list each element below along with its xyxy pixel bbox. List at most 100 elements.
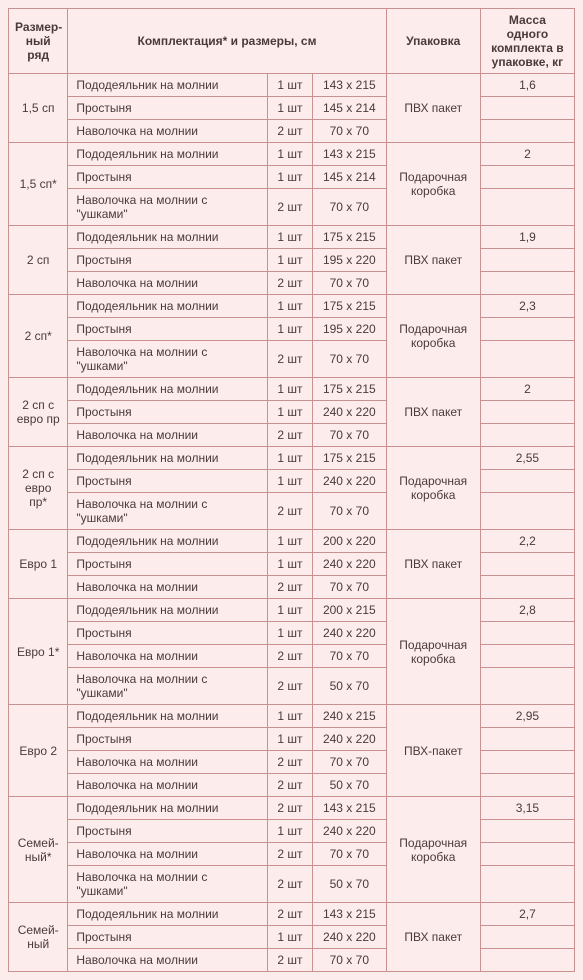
table-row: 2 спПододеяльник на молнии1 шт175 x 215П…: [9, 226, 575, 249]
mass-cell: 2,8: [480, 599, 574, 622]
qty-cell: 2 шт: [267, 424, 312, 447]
qty-cell: 2 шт: [267, 341, 312, 378]
size-cell: 2 сп*: [9, 295, 68, 378]
table-row: Простыня1 шт240 x 220: [9, 553, 575, 576]
qty-cell: 2 шт: [267, 843, 312, 866]
qty-cell: 1 шт: [267, 599, 312, 622]
packaging-cell: ПВХ пакет: [386, 903, 480, 972]
dim-cell: 200 x 220: [312, 530, 386, 553]
size-cell: Евро 2: [9, 705, 68, 797]
size-cell: 2 сп с евро пр: [9, 378, 68, 447]
size-cell: Семей-ный: [9, 903, 68, 972]
mass-cell: [480, 820, 574, 843]
mass-cell: 2,95: [480, 705, 574, 728]
item-cell: Пододеяльник на молнии: [68, 74, 268, 97]
qty-cell: 2 шт: [267, 866, 312, 903]
packaging-cell: ПВХ пакет: [386, 378, 480, 447]
table-row: Наволочка на молнии с "ушками"2 шт70 x 7…: [9, 493, 575, 530]
item-cell: Пододеяльник на молнии: [68, 226, 268, 249]
table-row: 1,5 спПододеяльник на молнии1 шт143 x 21…: [9, 74, 575, 97]
item-cell: Простыня: [68, 401, 268, 424]
qty-cell: 1 шт: [267, 74, 312, 97]
item-cell: Наволочка на молнии: [68, 576, 268, 599]
table-row: Евро 2Пододеяльник на молнии1 шт240 x 21…: [9, 705, 575, 728]
item-cell: Наволочка на молнии: [68, 949, 268, 972]
dim-cell: 70 x 70: [312, 645, 386, 668]
packaging-cell: ПВХ пакет: [386, 530, 480, 599]
dim-cell: 240 x 220: [312, 401, 386, 424]
qty-cell: 1 шт: [267, 820, 312, 843]
header-pack: Упаковка: [386, 9, 480, 74]
dim-cell: 240 x 215: [312, 705, 386, 728]
packaging-cell: Подарочная коробка: [386, 599, 480, 705]
mass-cell: [480, 949, 574, 972]
item-cell: Пододеяльник на молнии: [68, 378, 268, 401]
table-row: Наволочка на молнии2 шт70 x 70: [9, 120, 575, 143]
header-config: Комплектация* и размеры, см: [68, 9, 386, 74]
mass-cell: [480, 341, 574, 378]
item-cell: Наволочка на молнии с "ушками": [68, 493, 268, 530]
mass-cell: [480, 751, 574, 774]
dim-cell: 200 x 215: [312, 599, 386, 622]
item-cell: Наволочка на молнии: [68, 120, 268, 143]
mass-cell: [480, 622, 574, 645]
qty-cell: 1 шт: [267, 470, 312, 493]
dim-cell: 70 x 70: [312, 189, 386, 226]
qty-cell: 1 шт: [267, 318, 312, 341]
qty-cell: 1 шт: [267, 447, 312, 470]
size-cell: Семей-ный*: [9, 797, 68, 903]
mass-cell: [480, 774, 574, 797]
item-cell: Пододеяльник на молнии: [68, 705, 268, 728]
table-row: Наволочка на молнии с "ушками"2 шт50 x 7…: [9, 866, 575, 903]
item-cell: Простыня: [68, 728, 268, 751]
qty-cell: 2 шт: [267, 668, 312, 705]
item-cell: Наволочка на молнии с "ушками": [68, 189, 268, 226]
qty-cell: 1 шт: [267, 97, 312, 120]
table-row: 2 сп с евро прПододеяльник на молнии1 шт…: [9, 378, 575, 401]
table-row: 2 сп с евро пр*Пододеяльник на молнии1 ш…: [9, 447, 575, 470]
mass-cell: [480, 470, 574, 493]
dim-cell: 143 x 215: [312, 74, 386, 97]
qty-cell: 2 шт: [267, 493, 312, 530]
table-row: Семей-ный*Пододеяльник на молнии2 шт143 …: [9, 797, 575, 820]
size-table: Размер-ный ряд Комплектация* и размеры, …: [8, 8, 575, 972]
table-row: Наволочка на молнии с "ушками"2 шт70 x 7…: [9, 189, 575, 226]
table-row: Наволочка на молнии2 шт70 x 70: [9, 645, 575, 668]
qty-cell: 2 шт: [267, 189, 312, 226]
mass-cell: 1,9: [480, 226, 574, 249]
mass-cell: 2,7: [480, 903, 574, 926]
dim-cell: 70 x 70: [312, 576, 386, 599]
item-cell: Простыня: [68, 166, 268, 189]
qty-cell: 2 шт: [267, 949, 312, 972]
packaging-cell: Подарочная коробка: [386, 143, 480, 226]
table-row: Наволочка на молнии2 шт70 x 70: [9, 576, 575, 599]
table-row: Евро 1Пододеяльник на молнии1 шт200 x 22…: [9, 530, 575, 553]
table-row: Наволочка на молнии2 шт70 x 70: [9, 424, 575, 447]
mass-cell: [480, 866, 574, 903]
dim-cell: 70 x 70: [312, 751, 386, 774]
mass-cell: 2,3: [480, 295, 574, 318]
header-mass: Масса одного комплекта в упаковке, кг: [480, 9, 574, 74]
dim-cell: 70 x 70: [312, 341, 386, 378]
dim-cell: 143 x 215: [312, 903, 386, 926]
qty-cell: 2 шт: [267, 751, 312, 774]
table-row: Наволочка на молнии2 шт70 x 70: [9, 843, 575, 866]
qty-cell: 2 шт: [267, 797, 312, 820]
mass-cell: [480, 166, 574, 189]
dim-cell: 50 x 70: [312, 866, 386, 903]
size-cell: 2 сп: [9, 226, 68, 295]
qty-cell: 1 шт: [267, 249, 312, 272]
mass-cell: [480, 120, 574, 143]
mass-cell: 2: [480, 378, 574, 401]
mass-cell: 2: [480, 143, 574, 166]
qty-cell: 2 шт: [267, 645, 312, 668]
mass-cell: [480, 843, 574, 866]
table-head: Размер-ный ряд Комплектация* и размеры, …: [9, 9, 575, 74]
item-cell: Пододеяльник на молнии: [68, 530, 268, 553]
dim-cell: 240 x 220: [312, 470, 386, 493]
table-row: Простыня1 шт240 x 220: [9, 622, 575, 645]
item-cell: Простыня: [68, 622, 268, 645]
dim-cell: 70 x 70: [312, 949, 386, 972]
qty-cell: 2 шт: [267, 272, 312, 295]
qty-cell: 1 шт: [267, 728, 312, 751]
